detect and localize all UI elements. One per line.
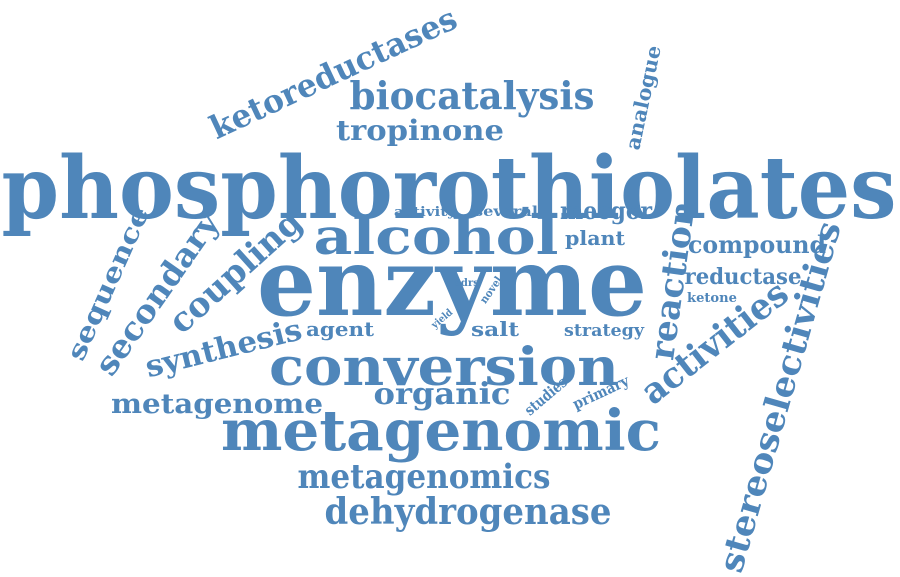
word-enzyme: enzyme bbox=[257, 228, 647, 338]
word-strategy: strategy bbox=[564, 321, 645, 341]
word-sdrs: sdrs bbox=[455, 278, 479, 289]
word-reductase: reductase bbox=[685, 264, 802, 290]
word-compound: compound bbox=[688, 230, 826, 259]
word-mecgor: mecgor bbox=[560, 196, 652, 225]
word-dehydrogenase: dehydrogenase bbox=[325, 491, 612, 533]
word-alcohol: alcohol bbox=[314, 207, 559, 266]
word-salt: salt bbox=[471, 317, 520, 341]
word-ketone: ketone bbox=[687, 291, 737, 306]
word-organic: organic bbox=[374, 377, 511, 412]
word-several: several bbox=[474, 204, 538, 220]
word-conversion: conversion bbox=[269, 337, 619, 398]
word-metagenome: metagenome bbox=[111, 389, 323, 420]
word-biocatalysis: biocatalysis bbox=[350, 73, 595, 118]
word-agent: agent bbox=[306, 317, 375, 341]
word-plant: plant bbox=[565, 226, 626, 250]
word-metagenomics: metagenomics bbox=[298, 457, 551, 497]
word-activity: activity bbox=[394, 205, 457, 220]
word-metagenomic: metagenomic bbox=[221, 398, 661, 464]
word-tropinone: tropinone bbox=[336, 114, 504, 147]
word-analogue: analogue bbox=[620, 43, 666, 152]
word-phosphorothiolates: phosphorothiolates bbox=[2, 138, 897, 239]
